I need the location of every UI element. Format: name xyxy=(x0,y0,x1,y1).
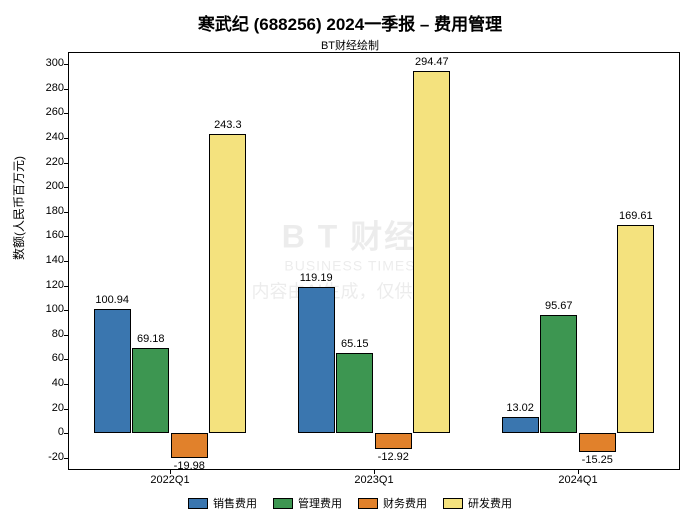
x-tick-mark xyxy=(170,470,171,474)
y-tick-label: 220 xyxy=(34,156,64,168)
bar xyxy=(502,417,539,433)
bar-value-label: -19.98 xyxy=(174,460,205,472)
bar xyxy=(579,433,616,452)
y-tick-mark xyxy=(64,310,68,311)
y-tick-label: 40 xyxy=(34,377,64,389)
y-tick-label: 120 xyxy=(34,279,64,291)
bar xyxy=(617,225,654,434)
legend-label: 研发费用 xyxy=(468,495,512,511)
bar-value-label: 243.3 xyxy=(214,119,242,131)
legend-item: 管理费用 xyxy=(273,495,342,511)
legend-color-box xyxy=(188,498,208,509)
bar xyxy=(298,287,335,434)
y-tick-label: 240 xyxy=(34,131,64,143)
y-tick-label: 20 xyxy=(34,402,64,414)
bar-value-label: 13.02 xyxy=(506,402,534,414)
legend-color-box xyxy=(273,498,293,509)
bar-value-label: -15.25 xyxy=(582,454,613,466)
bar xyxy=(209,134,246,433)
y-tick-mark xyxy=(64,286,68,287)
y-tick-label: 0 xyxy=(34,426,64,438)
bar xyxy=(413,71,450,433)
x-tick-label: 2024Q1 xyxy=(558,474,597,486)
bar-value-label: 169.61 xyxy=(619,210,653,222)
y-tick-label: 200 xyxy=(34,180,64,192)
y-tick-label: 260 xyxy=(34,106,64,118)
y-axis-label: 数额(人民币百万元) xyxy=(10,156,27,260)
bar-value-label: 119.19 xyxy=(300,272,333,284)
y-tick-label: 300 xyxy=(34,57,64,69)
legend-color-box xyxy=(443,498,463,509)
bar xyxy=(171,433,208,458)
y-tick-label: 180 xyxy=(34,205,64,217)
y-tick-mark xyxy=(64,187,68,188)
bar-value-label: 69.18 xyxy=(137,333,165,345)
chart-subtitle: BT财经绘制 xyxy=(0,37,700,53)
y-tick-mark xyxy=(64,163,68,164)
x-tick-mark xyxy=(374,470,375,474)
y-tick-mark xyxy=(64,409,68,410)
legend-item: 研发费用 xyxy=(443,495,512,511)
legend: 销售费用 管理费用 财务费用 研发费用 xyxy=(0,495,700,512)
chart-title: 寒武纪 (688256) 2024一季报 – 费用管理 xyxy=(0,0,700,35)
bar xyxy=(94,309,131,433)
y-tick-mark xyxy=(64,433,68,434)
bar xyxy=(336,353,373,433)
x-tick-label: 2023Q1 xyxy=(354,474,393,486)
bar-value-label: 65.15 xyxy=(341,338,369,350)
legend-color-box xyxy=(358,498,378,509)
y-tick-label: 280 xyxy=(34,82,64,94)
y-tick-label: 140 xyxy=(34,254,64,266)
x-tick-mark xyxy=(578,470,579,474)
bar-value-label: 294.47 xyxy=(415,56,449,68)
y-tick-mark xyxy=(64,113,68,114)
y-tick-mark xyxy=(64,335,68,336)
legend-label: 管理费用 xyxy=(298,495,342,511)
y-tick-label: 80 xyxy=(34,328,64,340)
y-tick-mark xyxy=(64,458,68,459)
legend-label: 财务费用 xyxy=(383,495,427,511)
bar-value-label: -12.92 xyxy=(378,451,409,463)
y-tick-mark xyxy=(64,236,68,237)
y-tick-mark xyxy=(64,89,68,90)
y-tick-mark xyxy=(64,261,68,262)
y-tick-label: 100 xyxy=(34,303,64,315)
y-tick-mark xyxy=(64,212,68,213)
y-tick-mark xyxy=(64,64,68,65)
y-tick-mark xyxy=(64,359,68,360)
y-tick-label: 60 xyxy=(34,352,64,364)
y-tick-mark xyxy=(64,138,68,139)
bar xyxy=(540,315,577,433)
legend-item: 销售费用 xyxy=(188,495,257,511)
legend-label: 销售费用 xyxy=(213,495,257,511)
y-tick-label: 160 xyxy=(34,229,64,241)
y-tick-mark xyxy=(64,384,68,385)
legend-item: 财务费用 xyxy=(358,495,427,511)
bar-value-label: 95.67 xyxy=(545,300,573,312)
x-tick-label: 2022Q1 xyxy=(150,474,189,486)
bar-value-label: 100.94 xyxy=(95,294,129,306)
y-tick-label: -20 xyxy=(34,451,64,463)
bar xyxy=(132,348,169,433)
bar xyxy=(375,433,412,449)
